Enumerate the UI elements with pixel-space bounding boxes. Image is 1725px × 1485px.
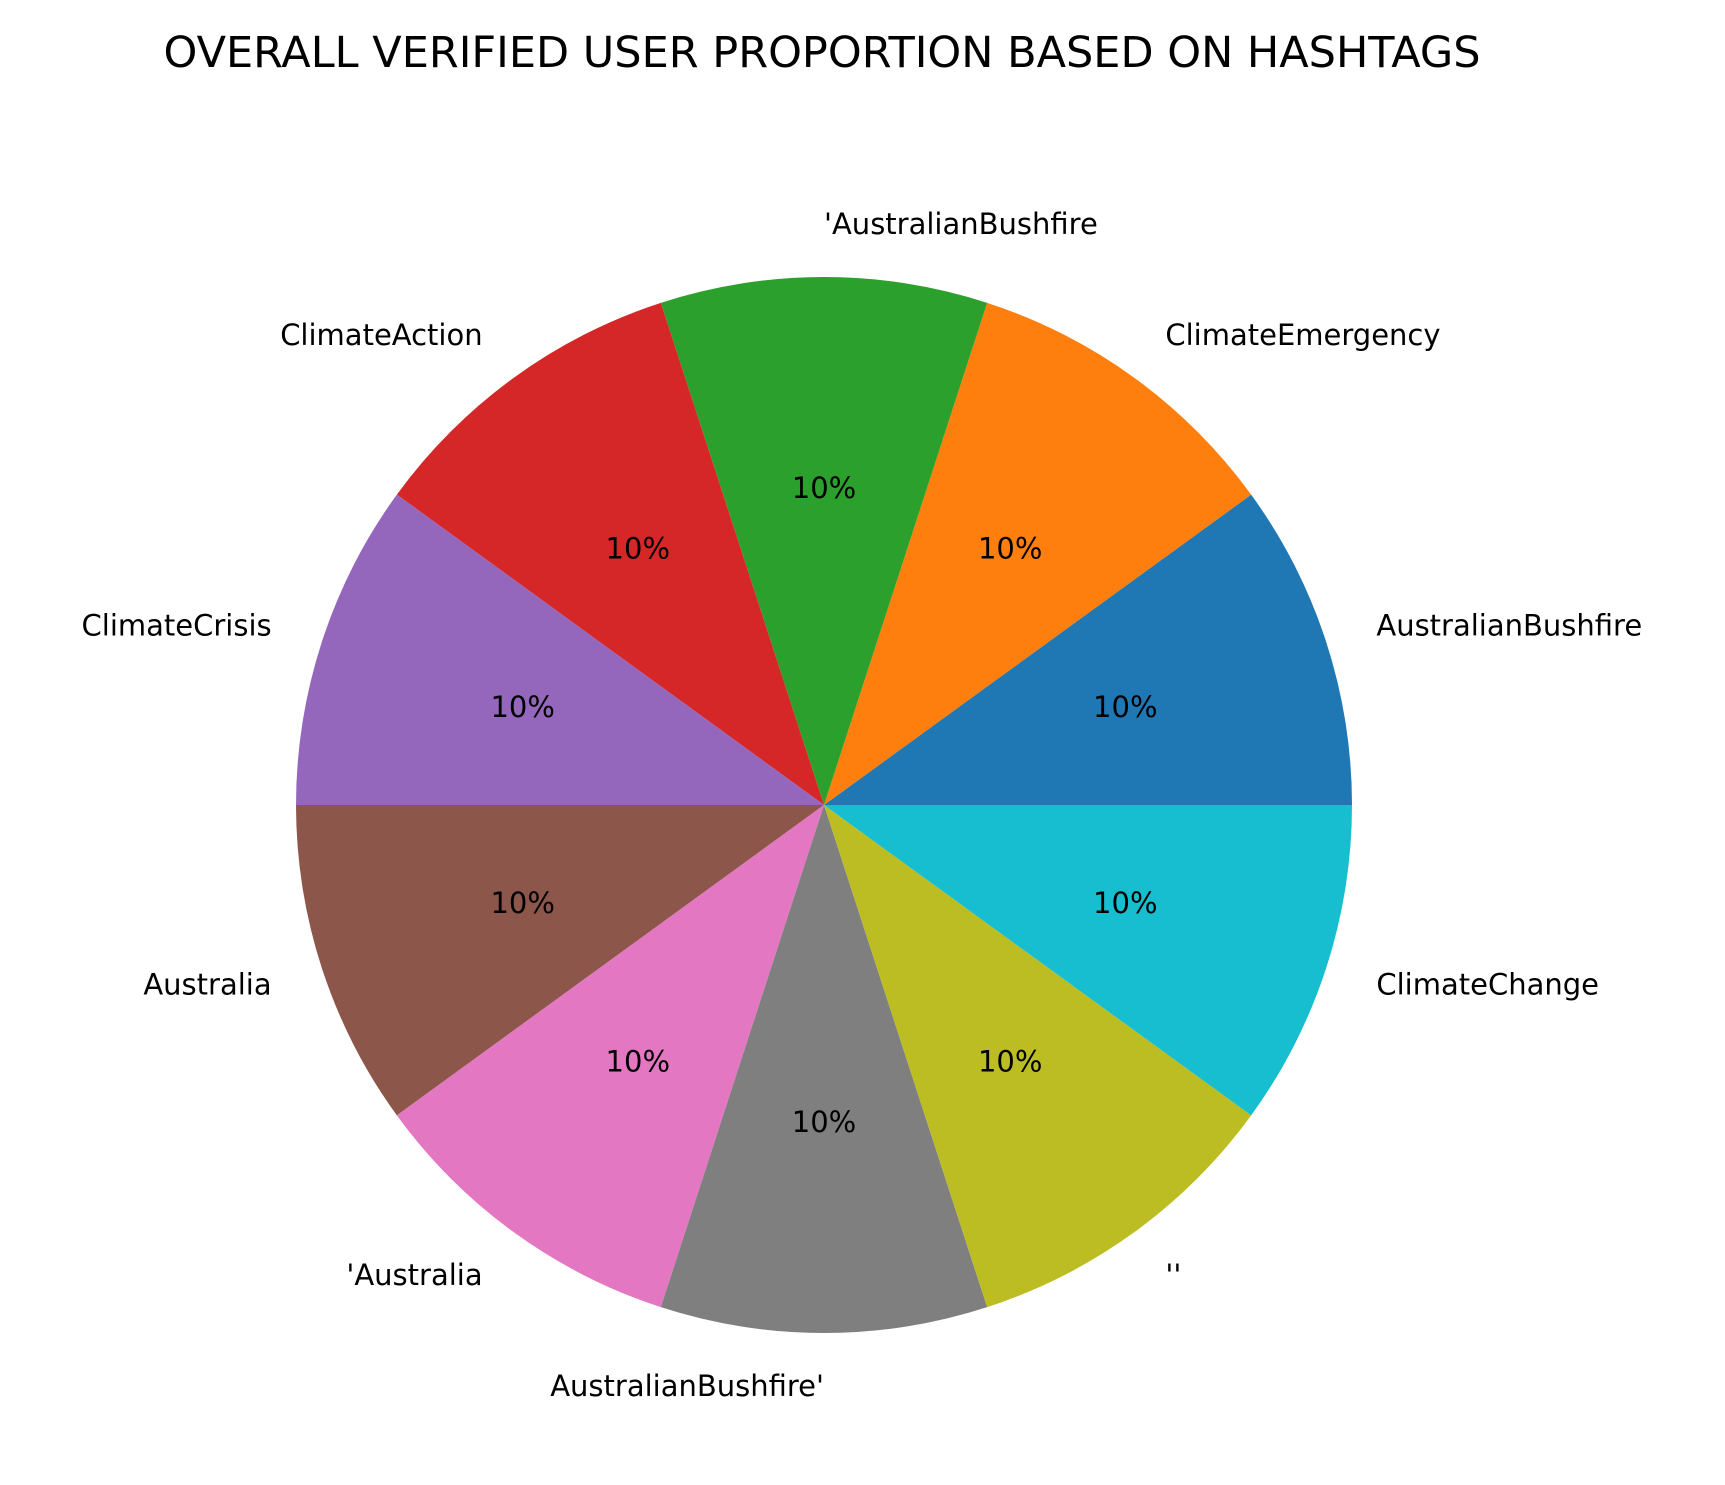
pie-slice-5 xyxy=(296,805,824,1116)
pie-category-label-7: AustralianBushfire' xyxy=(550,1369,824,1403)
pie-slice-4 xyxy=(296,494,824,805)
pie-slice-8 xyxy=(824,805,1252,1308)
pie-percent-label-6: 10% xyxy=(606,1044,670,1078)
pie-slice-7 xyxy=(660,805,988,1333)
pie-slice-2 xyxy=(660,277,988,806)
pie-slice-3 xyxy=(396,302,824,805)
pie-slices xyxy=(296,277,1352,1333)
pie-percent-label-7: 10% xyxy=(792,1105,856,1139)
pie-percent-label-8: 10% xyxy=(978,1044,1042,1078)
pie-category-label-6: 'Australia xyxy=(346,1258,482,1292)
pie-slice-9 xyxy=(824,805,1352,1116)
pie-category-label-0: AustralianBushfire xyxy=(1376,609,1642,643)
pie-category-label-3: ClimateAction xyxy=(280,318,482,352)
pie-percent-label-3: 10% xyxy=(606,532,670,566)
pie-category-label-8: '' xyxy=(1165,1258,1181,1292)
pie-slice-1 xyxy=(824,302,1252,805)
pie-percent-label-9: 10% xyxy=(1093,886,1157,920)
pie-category-labels: AustralianBushfire ClimateEmergency 'Austr… xyxy=(82,207,1643,1403)
pie-percent-labels: 10% 10% 10% 10% 10% 10% 10% 10% 10% 10% xyxy=(490,471,1157,1139)
chart-title: OVERALL VERIFIED USER PROPORTION BASED O… xyxy=(163,28,1480,78)
pie-category-label-1: ClimateEmergency xyxy=(1165,318,1440,352)
pie-percent-label-5: 10% xyxy=(490,886,554,920)
pie-slice-6 xyxy=(396,805,824,1308)
pie-percent-label-2: 10% xyxy=(792,471,856,505)
pie-percent-label-1: 10% xyxy=(978,532,1042,566)
pie-category-label-9: ClimateChange xyxy=(1376,967,1599,1001)
pie-percent-label-0: 10% xyxy=(1093,690,1157,724)
pie-category-label-2: 'AustralianBushfire xyxy=(824,207,1098,241)
pie-category-label-5: Australia xyxy=(143,967,271,1001)
pie-percent-label-4: 10% xyxy=(490,690,554,724)
pie-slice-0 xyxy=(824,494,1352,805)
pie-category-label-4: ClimateCrisis xyxy=(82,609,272,643)
